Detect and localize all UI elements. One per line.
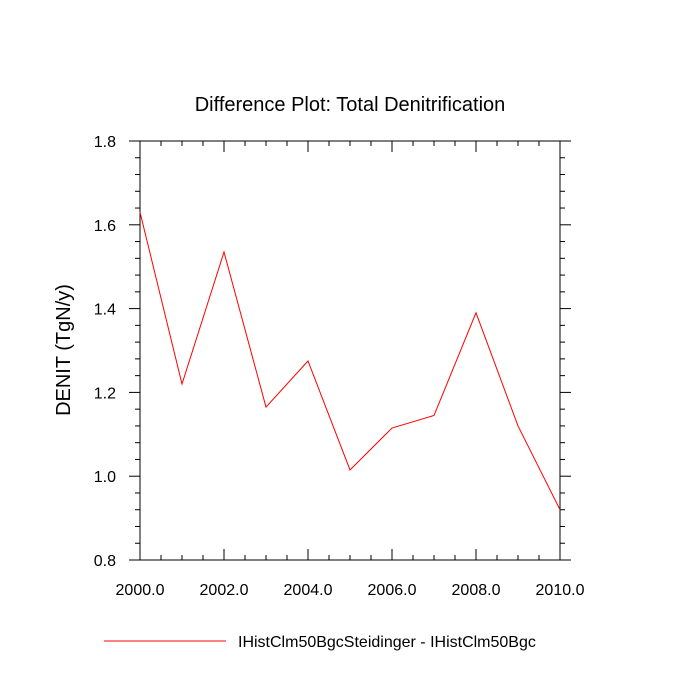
series-layer bbox=[139, 212, 561, 510]
ticks-layer: 2000.0 2002.0 2004.0 2006.0 2008.0 2010.0 0.8 1… bbox=[94, 134, 585, 599]
plot-frame bbox=[139, 140, 561, 561]
y-tick-label: 1.0 bbox=[94, 469, 116, 486]
y-tick-label: 1.8 bbox=[94, 134, 116, 151]
y-axis-label: DENIT (TgN/y) bbox=[53, 284, 75, 416]
y-tick-label: 1.2 bbox=[94, 385, 116, 402]
y-tick-label: 0.8 bbox=[94, 553, 116, 570]
chart-title: Difference Plot: Total Denitrification bbox=[195, 94, 506, 116]
x-tick-label: 2004.0 bbox=[284, 582, 333, 599]
x-tick-label: 2006.0 bbox=[368, 582, 417, 599]
series-line bbox=[139, 212, 561, 510]
y-tick-label: 1.4 bbox=[94, 302, 116, 319]
x-tick-label: 2010.0 bbox=[536, 582, 585, 599]
legend-label: IHistClm50BgcSteidinger - IHistClm50Bgc bbox=[238, 634, 536, 651]
y-tick-label: 1.6 bbox=[94, 218, 116, 235]
legend: IHistClm50BgcSteidinger - IHistClm50Bgc bbox=[104, 634, 536, 651]
x-tick-label: 2002.0 bbox=[200, 582, 249, 599]
x-tick-label: 2000.0 bbox=[116, 582, 165, 599]
x-tick-label: 2008.0 bbox=[452, 582, 501, 599]
